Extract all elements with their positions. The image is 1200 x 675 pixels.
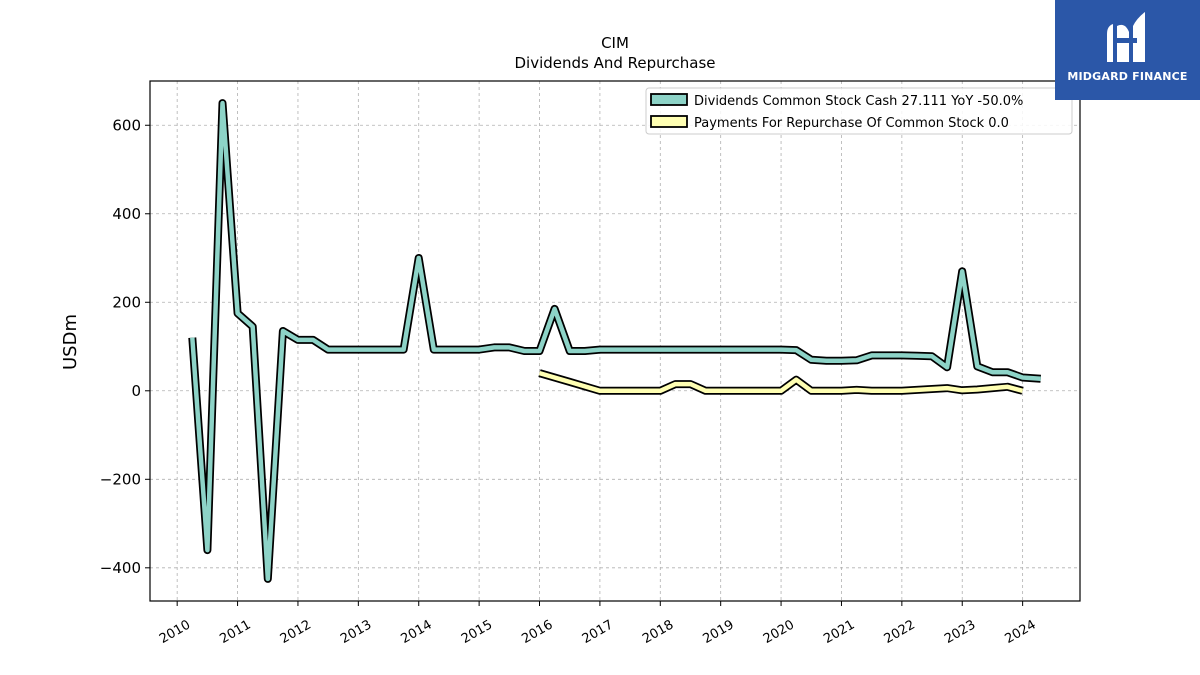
legend-swatch-repurchase: [650, 115, 688, 128]
grid: [150, 81, 1080, 601]
legend-box: [645, 87, 1073, 135]
x-tick-label: 2014: [399, 617, 435, 647]
series-line-dividends: [190, 100, 1041, 582]
x-tick-label: 2016: [519, 617, 555, 647]
y-tick-label: 0: [131, 382, 141, 400]
y-tick-label: −200: [100, 470, 141, 488]
x-tick-label: 2022: [882, 617, 918, 647]
y-tick-label: 400: [112, 205, 141, 223]
plot-frame: [149, 80, 1081, 602]
series-outline-dividends: [188, 99, 1041, 583]
brand-name: MIDGARD FINANCE: [1067, 70, 1188, 83]
x-tick-label: 2012: [278, 617, 314, 647]
x-tick-label: 2010: [157, 617, 193, 647]
x-tick-label: 2023: [942, 617, 978, 647]
x-tick-label: 2024: [1002, 617, 1038, 647]
chart-subtitle: Dividends And Repurchase: [514, 54, 715, 72]
x-tick-label: 2018: [640, 617, 676, 647]
x-tick-label: 2013: [338, 617, 374, 647]
series-layer: [188, 99, 1041, 583]
x-tick-label: 2019: [701, 617, 737, 647]
legend-swatch-dividends: [650, 93, 688, 106]
x-tick-label: 2020: [761, 617, 797, 647]
y-tick-label: −400: [100, 559, 141, 577]
logo-mark-icon: [1107, 12, 1145, 62]
x-tick-label: 2021: [821, 617, 857, 647]
brand-logo: MIDGARD FINANCE: [1055, 0, 1200, 100]
x-tick-label: 2015: [459, 617, 495, 647]
legend: Dividends Common Stock Cash 27.111 YoY -…: [645, 87, 1073, 135]
y-tick-label: 600: [112, 116, 141, 134]
chart-title: CIM: [601, 34, 629, 52]
y-tick-label: 200: [112, 293, 141, 311]
legend-label-repurchase: Payments For Repurchase Of Common Stock …: [694, 116, 1009, 131]
legend-label-dividends: Dividends Common Stock Cash 27.111 YoY -…: [694, 94, 1023, 109]
x-tick-label: 2017: [580, 617, 616, 647]
x-tick-label: 2011: [217, 617, 253, 647]
y-axis-label: USDm: [60, 314, 81, 370]
series-line-repurchase: [538, 370, 1024, 394]
